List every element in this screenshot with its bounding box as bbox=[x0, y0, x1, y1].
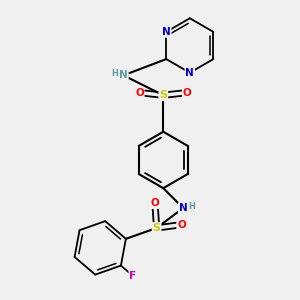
Text: O: O bbox=[183, 88, 191, 98]
Text: N: N bbox=[119, 70, 128, 80]
Text: H: H bbox=[189, 202, 196, 211]
Text: F: F bbox=[129, 271, 137, 281]
Text: S: S bbox=[159, 90, 167, 100]
Text: S: S bbox=[153, 223, 160, 233]
Text: O: O bbox=[135, 88, 144, 98]
Text: N: N bbox=[185, 68, 194, 78]
Text: O: O bbox=[177, 220, 186, 230]
Text: O: O bbox=[151, 198, 159, 208]
Text: N: N bbox=[179, 203, 188, 213]
Text: N: N bbox=[162, 27, 171, 37]
Text: H: H bbox=[112, 69, 118, 78]
